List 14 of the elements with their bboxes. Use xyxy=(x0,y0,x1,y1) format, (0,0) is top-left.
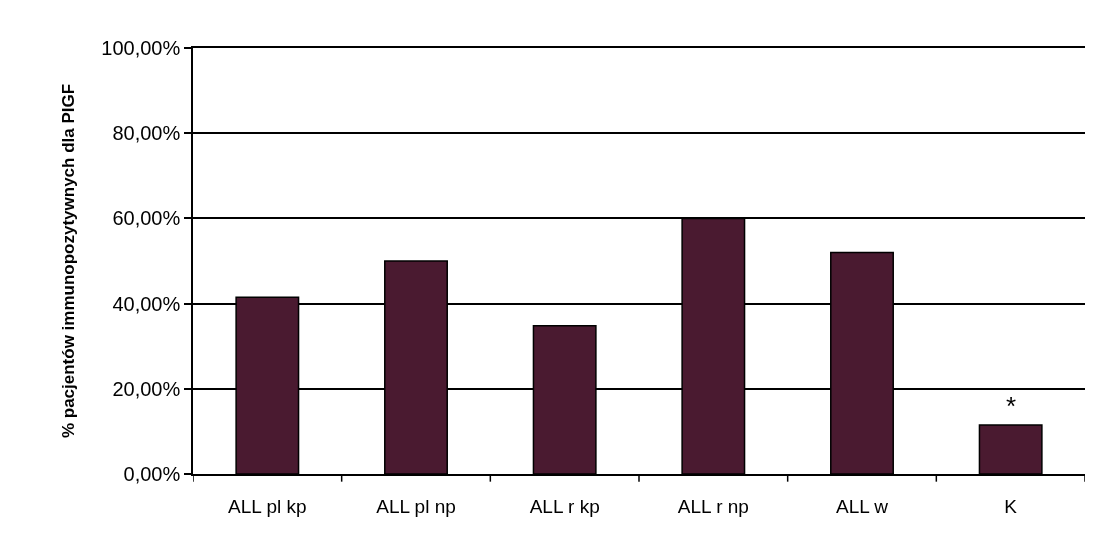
x-tick-label: K xyxy=(1004,495,1018,517)
y-tick-label: 60,00% xyxy=(112,207,181,230)
y-tick-label: 80,00% xyxy=(112,122,181,145)
x-tick-label: ALL w xyxy=(835,495,889,517)
x-tick-label: ALL pl kp xyxy=(228,495,307,517)
y-tick-label: 20,00% xyxy=(112,377,181,400)
y-tick-label: 100,00% xyxy=(101,37,181,59)
y-axis-title: % pacjentów immunopozytywnych dla PIGF xyxy=(59,83,79,439)
y-tick-label: 40,00% xyxy=(112,292,181,315)
y-tick-label: 0,00% xyxy=(123,463,181,485)
x-tick-label: ALL pl np xyxy=(376,495,456,517)
annotation: * xyxy=(1006,391,1017,421)
x-tick-label: ALL r np xyxy=(677,495,749,517)
x-tick-label: ALL r kp xyxy=(529,495,600,517)
